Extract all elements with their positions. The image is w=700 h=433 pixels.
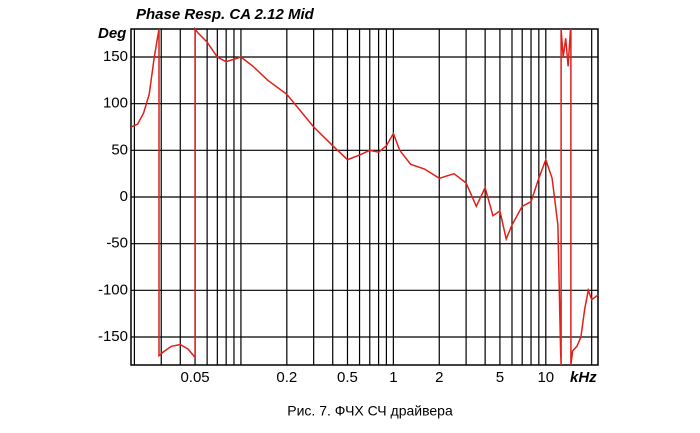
y-tick-label: -50 <box>106 235 128 252</box>
data-line <box>130 26 599 366</box>
x-tick-label: 0.2 <box>276 369 297 386</box>
y-tick-label: -100 <box>98 281 128 298</box>
caption: Рис. 7. ФЧХ СЧ драйвера <box>287 403 453 419</box>
y-tick-label: 100 <box>103 95 128 112</box>
y-tick-label: 50 <box>111 141 128 158</box>
y-tick-label: 150 <box>103 48 128 65</box>
y-tick-label: 0 <box>120 188 128 205</box>
x-axis-label: kHz <box>570 369 597 386</box>
x-tick-label: 10 <box>537 369 554 386</box>
y-tick-label: -150 <box>98 328 128 345</box>
x-tick-label: 1 <box>389 369 397 386</box>
x-tick-label: 0.05 <box>180 369 209 386</box>
x-tick-label: 2 <box>435 369 443 386</box>
x-tick-label: 5 <box>496 369 504 386</box>
x-tick-label: 0.5 <box>337 369 358 386</box>
chart-title: Phase Resp. CA 2.12 Mid <box>136 6 315 23</box>
y-axis-label: Deg <box>98 25 126 42</box>
